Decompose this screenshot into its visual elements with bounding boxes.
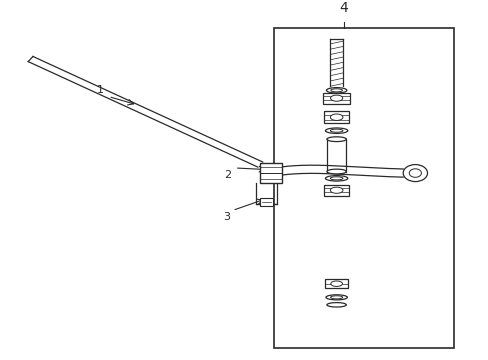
Bar [323,93,349,104]
Bar [260,163,282,183]
Ellipse shape [325,295,346,300]
Text: 3: 3 [223,212,229,222]
Ellipse shape [325,128,347,134]
Text: 1: 1 [96,85,103,95]
Bar [273,28,453,348]
Ellipse shape [330,296,342,299]
Ellipse shape [326,87,346,93]
Ellipse shape [403,165,427,181]
Bar [324,185,348,196]
Ellipse shape [329,177,342,180]
Ellipse shape [325,176,347,181]
Text: 2: 2 [224,170,230,180]
Bar [325,279,347,288]
Ellipse shape [326,303,346,307]
Ellipse shape [326,137,346,141]
Ellipse shape [329,114,342,121]
Ellipse shape [329,129,342,132]
Text: 4: 4 [339,1,348,15]
Bar [324,111,348,123]
Ellipse shape [329,187,342,193]
Bar [259,198,273,206]
Ellipse shape [408,169,421,177]
Ellipse shape [330,95,342,101]
Ellipse shape [330,89,342,92]
Ellipse shape [326,169,346,174]
Ellipse shape [330,281,342,287]
